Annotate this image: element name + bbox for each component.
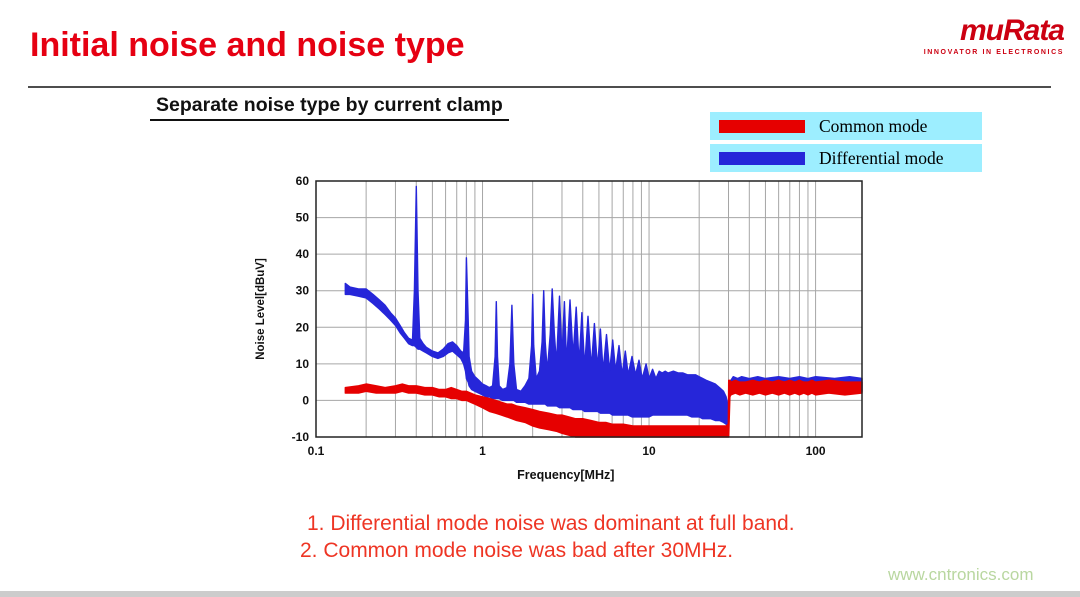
svg-text:-10: -10 bbox=[292, 430, 310, 444]
legend-swatch-common-mode-icon bbox=[719, 119, 805, 133]
title-divider bbox=[28, 86, 1051, 88]
svg-text:40: 40 bbox=[296, 247, 310, 261]
conclusion-notes: 1. Differential mode noise was dominant … bbox=[300, 510, 795, 564]
murata-tagline: INNOVATOR IN ELECTRONICS bbox=[923, 49, 1064, 56]
legend-item-common-mode: Common mode bbox=[710, 112, 982, 140]
svg-text:Frequency[MHz]: Frequency[MHz] bbox=[517, 468, 614, 482]
svg-text:50: 50 bbox=[296, 211, 310, 225]
chart-subtitle: Separate noise type by current clamp bbox=[150, 94, 509, 121]
svg-text:30: 30 bbox=[296, 284, 310, 298]
svg-text:60: 60 bbox=[296, 174, 310, 188]
svg-text:1: 1 bbox=[479, 444, 486, 458]
bottom-strip bbox=[0, 591, 1080, 597]
svg-text:10: 10 bbox=[642, 444, 656, 458]
watermark: www.cntronics.com bbox=[888, 565, 1034, 584]
legend-swatch-differential-mode-icon bbox=[719, 151, 805, 165]
legend-label-common-mode: Common mode bbox=[819, 115, 928, 136]
chart-legend: Common mode Differential mode bbox=[710, 112, 982, 176]
svg-text:10: 10 bbox=[296, 357, 310, 371]
legend-item-differential-mode: Differential mode bbox=[710, 144, 982, 172]
murata-wordmark: muRata bbox=[959, 14, 1065, 47]
page-title: Initial noise and noise type bbox=[30, 26, 465, 64]
note-differential-dominant: 1. Differential mode noise was dominant … bbox=[307, 512, 795, 535]
svg-text:0: 0 bbox=[302, 393, 309, 407]
svg-text:Noise Level[dBuV]: Noise Level[dBuV] bbox=[255, 258, 267, 360]
svg-text:100: 100 bbox=[806, 444, 826, 458]
legend-label-differential-mode: Differential mode bbox=[819, 147, 944, 168]
svg-text:0.1: 0.1 bbox=[308, 444, 325, 458]
note-common-bad-after-30mhz: 2. Common mode noise was bad after 30MHz… bbox=[300, 539, 734, 562]
svg-text:20: 20 bbox=[296, 320, 310, 334]
murata-logo: muRata INNOVATOR IN ELECTRONICS bbox=[923, 14, 1065, 57]
